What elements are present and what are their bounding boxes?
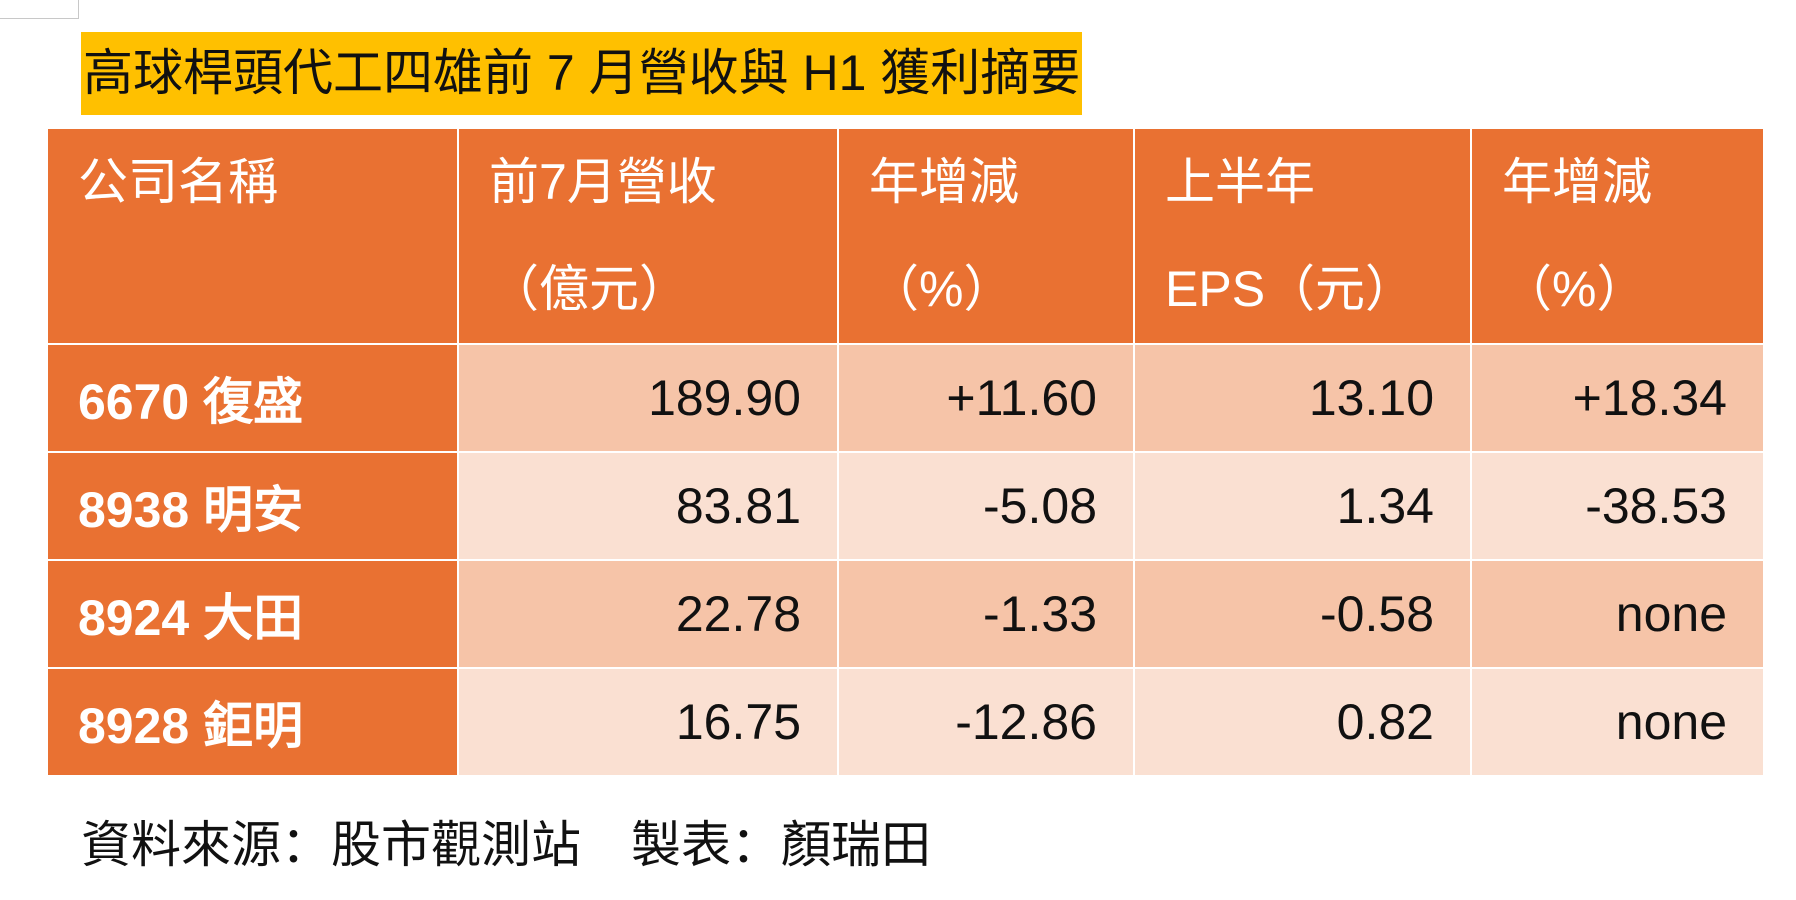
data-row: 8938 明安 83.81 -5.08 1.34 -38.53 <box>48 451 1763 561</box>
value-cell: none <box>1470 667 1763 777</box>
header-line: 年增減 <box>869 154 1019 210</box>
header-line: EPS（元） <box>1165 261 1416 317</box>
table-body: 公司名稱 前7月營收 （億元） 年增減 （%） 上半年 EPS（元） 年增減 （%） 6670 復… <box>48 129 1763 777</box>
value-cell: 0.82 <box>1133 667 1472 777</box>
header-line: 前7月營收 <box>489 154 717 210</box>
header-line: （%） <box>869 261 1014 317</box>
summary-table: 公司名稱 前7月營收 （億元） 年增減 （%） 上半年 EPS（元） 年增減 （%） 6670 復… <box>48 129 1763 777</box>
value-cell: 83.81 <box>457 451 839 561</box>
value-cell: -5.08 <box>837 451 1135 561</box>
value-cell: +18.34 <box>1470 343 1763 453</box>
value-cell: 1.34 <box>1133 451 1472 561</box>
header-cell: 年增減 （%） <box>837 129 1135 345</box>
data-row: 8924 大田 22.78 -1.33 -0.58 none <box>48 559 1763 669</box>
header-cell: 前7月營收 （億元） <box>457 129 839 345</box>
page-corner <box>0 0 79 19</box>
value-cell: 16.75 <box>457 667 839 777</box>
company-cell: 8924 大田 <box>48 559 459 669</box>
value-cell: 13.10 <box>1133 343 1472 453</box>
value-cell: -12.86 <box>837 667 1135 777</box>
header-line: 公司名稱 <box>78 154 278 210</box>
header-cell: 公司名稱 <box>48 129 459 345</box>
title: 高球桿頭代工四雄前 7 月營收與 H1 獲利摘要 <box>81 32 1083 115</box>
value-cell: 189.90 <box>457 343 839 453</box>
company-cell: 8928 鉅明 <box>48 667 459 777</box>
data-row: 8928 鉅明 16.75 -12.86 0.82 none <box>48 667 1763 777</box>
header-line: 年增減 <box>1502 154 1652 210</box>
value-cell: none <box>1470 559 1763 669</box>
value-cell: -38.53 <box>1470 451 1763 561</box>
header-row: 公司名稱 前7月營收 （億元） 年增減 （%） 上半年 EPS（元） 年增減 （%） <box>48 129 1763 345</box>
data-row: 6670 復盛 189.90 +11.60 13.10 +18.34 <box>48 343 1763 453</box>
footer-note: 資料來源：股市觀測站 製表：顏瑞田 <box>81 817 931 873</box>
value-cell: +11.60 <box>837 343 1135 453</box>
header-cell: 上半年 EPS（元） <box>1133 129 1472 345</box>
value-cell: -0.58 <box>1133 559 1472 669</box>
value-cell: -1.33 <box>837 559 1135 669</box>
company-cell: 6670 復盛 <box>48 343 459 453</box>
header-cell: 年增減 （%） <box>1470 129 1763 345</box>
value-cell: 22.78 <box>457 559 839 669</box>
header-line: （億元） <box>489 261 689 317</box>
header-line: （%） <box>1502 261 1647 317</box>
header-line: 上半年 <box>1165 154 1315 210</box>
company-cell: 8938 明安 <box>48 451 459 561</box>
